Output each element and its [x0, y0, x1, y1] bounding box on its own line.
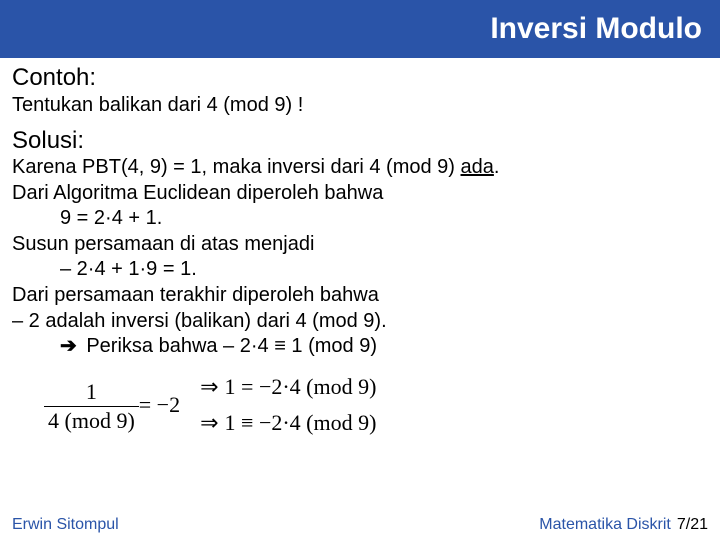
- problem-statement: Tentukan balikan dari 4 (mod 9) !: [12, 94, 708, 117]
- solution-line: – 2 adalah inversi (balikan) dari 4 (mod…: [12, 309, 708, 335]
- solution-line: Susun persamaan di atas menjadi: [12, 232, 708, 258]
- solution-line-indented: 9 = 2·4 + 1.: [12, 206, 708, 232]
- underlined-word: ada: [461, 156, 494, 178]
- fraction-numerator: 1: [78, 379, 105, 406]
- footer-page-number: 7/21: [677, 516, 708, 534]
- footer-course: Matematika Diskrit: [539, 516, 671, 534]
- footer-right: Matematika Diskrit 7/21: [539, 516, 708, 534]
- solution-label: Solusi:: [12, 127, 708, 155]
- fraction-denominator: 4 (mod 9): [44, 407, 139, 434]
- footer-author: Erwin Sitompul: [12, 516, 119, 534]
- math-display: 1 4 (mod 9) = −2 ⇒ 1 = −2·4 (mod 9) ⇒ 1 …: [44, 374, 708, 436]
- arrow-bullet-icon: ➔: [60, 334, 77, 360]
- slide-title: Inversi Modulo: [490, 12, 702, 46]
- text-fragment: Periksa bahwa – 2·4 ≡ 1 (mod 9): [81, 335, 377, 357]
- solution-line: Dari persamaan terakhir diperoleh bahwa: [12, 283, 708, 309]
- text-fragment: .: [494, 156, 500, 178]
- fraction-equation: 1 4 (mod 9) = −2: [44, 377, 180, 432]
- implication-column: ⇒ 1 = −2·4 (mod 9) ⇒ 1 ≡ −2·4 (mod 9): [200, 374, 376, 436]
- text-fragment: Karena PBT(4, 9) = 1, maka inversi dari …: [12, 156, 461, 178]
- slide-content: Contoh: Tentukan balikan dari 4 (mod 9) …: [0, 58, 720, 436]
- implication-row: ⇒ 1 ≡ −2·4 (mod 9): [200, 410, 376, 436]
- fraction: 1 4 (mod 9): [44, 379, 139, 434]
- implication-row: ⇒ 1 = −2·4 (mod 9): [200, 374, 376, 400]
- equals-rhs: = −2: [139, 392, 180, 418]
- solution-line-indented: ➔ Periksa bahwa – 2·4 ≡ 1 (mod 9): [12, 334, 708, 360]
- math-expression: 1 = −2·4 (mod 9): [225, 374, 377, 400]
- math-expression: 1 ≡ −2·4 (mod 9): [225, 410, 377, 436]
- double-arrow-icon: ⇒: [200, 376, 218, 398]
- solution-line-indented: – 2·4 + 1·9 = 1.: [12, 257, 708, 283]
- solution-line: Dari Algoritma Euclidean diperoleh bahwa: [12, 181, 708, 207]
- slide-header: Inversi Modulo: [0, 0, 720, 58]
- solution-body: Karena PBT(4, 9) = 1, maka inversi dari …: [12, 155, 708, 360]
- double-arrow-icon: ⇒: [200, 412, 218, 434]
- example-label: Contoh:: [12, 64, 708, 92]
- solution-line: Karena PBT(4, 9) = 1, maka inversi dari …: [12, 155, 708, 181]
- slide-footer: Erwin Sitompul Matematika Diskrit 7/21: [0, 516, 720, 534]
